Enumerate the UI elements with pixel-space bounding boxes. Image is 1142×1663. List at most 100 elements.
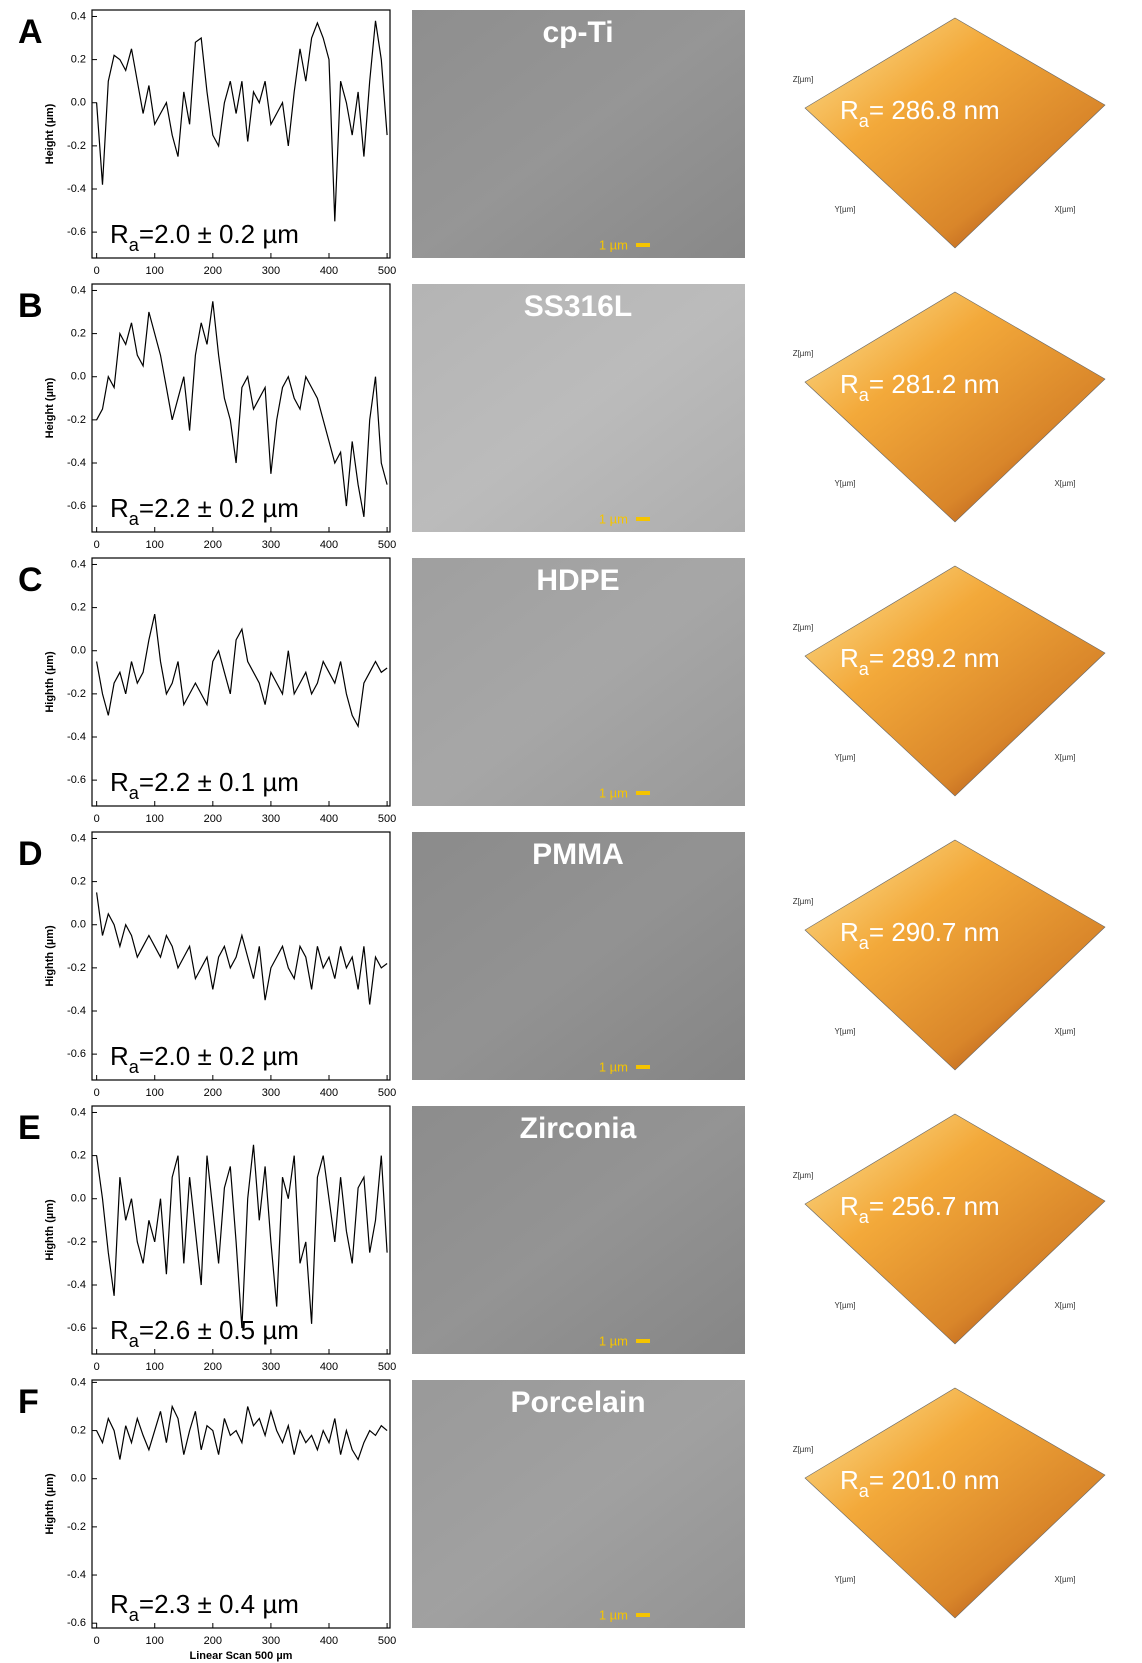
x-tick-label: 200 — [204, 539, 222, 551]
afm-axis-label: Y[µm] — [834, 479, 855, 488]
afm-ra-label-rest: = 256.7 nm — [869, 1191, 1000, 1221]
x-tick-label: 0 — [94, 1635, 100, 1647]
ra-annotation-rest: =2.0 ± 0.2 µm — [139, 219, 299, 249]
ra-annotation: Ra=2.2 ± 0.1 µm — [110, 767, 299, 803]
afm-axis-label: X[µm] — [1054, 205, 1075, 214]
afm-ra-label-main: R — [840, 917, 859, 947]
x-tick-label: 100 — [146, 1087, 164, 1099]
scale-bar-label: 1 µm — [599, 511, 628, 526]
y-tick-label: 0.4 — [71, 1106, 86, 1118]
afm-ra-label-rest: = 289.2 nm — [869, 643, 1000, 673]
x-tick-label: 100 — [146, 1635, 164, 1647]
y-tick-label: -0.4 — [67, 1005, 86, 1017]
scale-bar — [636, 1339, 650, 1343]
ra-annotation-rest: =2.2 ± 0.1 µm — [139, 767, 299, 797]
page: {"chart_data": [ {"type": "line", "panel… — [0, 0, 1142, 1663]
y-axis-label: Height (µm) — [44, 103, 56, 164]
x-tick-label: 200 — [204, 1087, 222, 1099]
profile-line — [97, 301, 388, 517]
y-tick-label: 0.4 — [71, 832, 86, 844]
ra-annotation-main: R — [110, 1589, 129, 1619]
y-tick-label: -0.2 — [67, 414, 86, 426]
y-tick-label: -0.2 — [67, 962, 86, 974]
afm-axis-label: Y[µm] — [834, 1301, 855, 1310]
afm-ra-label-main: R — [840, 1191, 859, 1221]
afm-ra-label-main: R — [840, 1465, 859, 1495]
x-tick-label: 300 — [262, 539, 280, 551]
x-tick-label: 400 — [320, 1361, 338, 1373]
x-tick-label: 400 — [320, 1087, 338, 1099]
profile-line — [97, 21, 388, 222]
x-tick-label: 100 — [146, 813, 164, 825]
scale-bar — [636, 1613, 650, 1617]
y-tick-label: -0.4 — [67, 1279, 86, 1291]
ra-annotation: Ra=2.2 ± 0.2 µm — [110, 493, 299, 529]
x-tick-label: 300 — [262, 265, 280, 277]
x-tick-label: 500 — [378, 1087, 396, 1099]
panel-letter: C — [18, 561, 43, 599]
sem-title: SS316L — [524, 290, 632, 323]
x-tick-label: 300 — [262, 1087, 280, 1099]
ra-annotation-main: R — [110, 1041, 129, 1071]
profile-line — [97, 1145, 388, 1328]
y-axis-label: Highth (µm) — [44, 651, 56, 713]
y-tick-label: -0.4 — [67, 183, 86, 195]
x-tick-label: 0 — [94, 1361, 100, 1373]
y-tick-label: 0.0 — [71, 97, 86, 109]
panel-letter: B — [18, 287, 43, 325]
y-tick-label: -0.2 — [67, 688, 86, 700]
ra-annotation-rest: =2.3 ± 0.4 µm — [139, 1589, 299, 1619]
afm-axis-label: Y[µm] — [834, 205, 855, 214]
y-tick-label: -0.6 — [67, 774, 86, 786]
afm-axis-label: Z[µm] — [793, 75, 814, 84]
afm-axis-label: Z[µm] — [793, 1171, 814, 1180]
afm-ra-label-rest: = 201.0 nm — [869, 1465, 1000, 1495]
profile-line — [97, 1407, 388, 1460]
y-tick-label: 0.0 — [71, 371, 86, 383]
scale-bar — [636, 243, 650, 247]
afm-axis-label: Z[µm] — [793, 897, 814, 906]
afm-ra-label-rest: = 281.2 nm — [869, 369, 1000, 399]
panel-letter: E — [18, 1109, 41, 1147]
afm-ra-label-rest: = 286.8 nm — [869, 95, 1000, 125]
x-tick-label: 500 — [378, 1361, 396, 1373]
y-tick-label: -0.4 — [67, 731, 86, 743]
y-tick-label: -0.4 — [67, 1569, 86, 1581]
y-tick-label: 0.4 — [71, 1376, 86, 1388]
afm-axis-label: Z[µm] — [793, 623, 814, 632]
afm-axis-label: Z[µm] — [793, 1445, 814, 1454]
x-tick-label: 500 — [378, 813, 396, 825]
afm-ra-label-main: R — [840, 95, 859, 125]
y-tick-label: 0.4 — [71, 558, 86, 570]
y-tick-label: 0.0 — [71, 1473, 86, 1485]
x-tick-label: 0 — [94, 813, 100, 825]
x-tick-label: 400 — [320, 813, 338, 825]
panel-letter: F — [18, 1383, 39, 1421]
ra-annotation: Ra=2.6 ± 0.5 µm — [110, 1315, 299, 1351]
ra-annotation-main: R — [110, 493, 129, 523]
sem-title: cp-Ti — [542, 16, 613, 49]
afm-axis-label: X[µm] — [1054, 1575, 1075, 1584]
afm-ra-label-rest: = 290.7 nm — [869, 917, 1000, 947]
y-axis-label: Highth (µm) — [44, 1199, 56, 1261]
x-axis-label: Linear Scan 500 µm — [190, 1650, 293, 1662]
figure: 0.4 0.2 0.0 -0.2 -0.4 -0.6 0 100 200 300 400 500 Hei… — [0, 0, 1142, 1663]
ra-annotation-rest: =2.0 ± 0.2 µm — [139, 1041, 299, 1071]
y-tick-label: 0.2 — [71, 328, 86, 340]
afm-axis-label: Y[µm] — [834, 1027, 855, 1036]
y-tick-label: -0.2 — [67, 1521, 86, 1533]
afm-axis-label: X[µm] — [1054, 479, 1075, 488]
sem-title: PMMA — [532, 838, 624, 871]
y-tick-label: 0.2 — [71, 1150, 86, 1162]
y-tick-label: 0.4 — [71, 10, 86, 22]
profile-line — [97, 892, 388, 1004]
ra-annotation-main: R — [110, 219, 129, 249]
scale-bar — [636, 791, 650, 795]
y-tick-label: 0.2 — [71, 1424, 86, 1436]
panel-letter: A — [18, 13, 43, 51]
x-tick-label: 200 — [204, 813, 222, 825]
afm-ra-label-main: R — [840, 369, 859, 399]
y-tick-label: -0.6 — [67, 500, 86, 512]
sem-title: HDPE — [536, 564, 619, 597]
y-tick-label: 0.0 — [71, 645, 86, 657]
